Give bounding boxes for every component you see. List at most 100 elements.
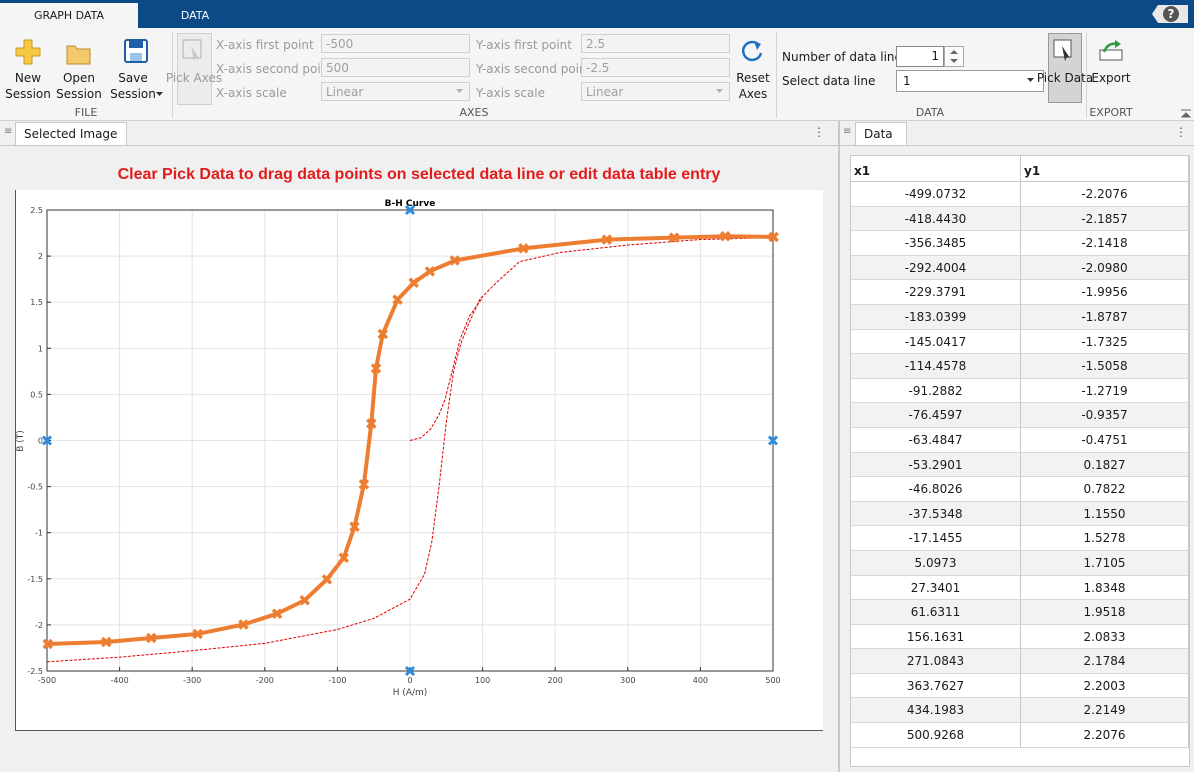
table-cell[interactable]: -0.4751	[1021, 427, 1189, 453]
table-cell[interactable]: 363.7627	[851, 673, 1021, 699]
table-cell[interactable]: 156.1631	[851, 624, 1021, 650]
table-cell[interactable]: -145.0417	[851, 329, 1021, 355]
table-cell[interactable]: -1.5058	[1021, 354, 1189, 379]
table-cell[interactable]: 1.9518	[1021, 600, 1189, 625]
table-cell[interactable]: -17.1455	[851, 526, 1021, 551]
table-cell[interactable]: -63.4847	[851, 427, 1021, 453]
tab-bar	[0, 0, 1194, 28]
data-point	[601, 234, 613, 245]
table-cell[interactable]: 1.1550	[1021, 501, 1189, 527]
table-cell[interactable]: -292.4004	[851, 255, 1021, 281]
x-tick-label: -100	[328, 676, 346, 685]
table-cell[interactable]: 2.2003	[1021, 673, 1189, 699]
table-row: 61.6311 1.9518	[851, 600, 1189, 625]
x-tick-label: 0	[407, 676, 412, 685]
table-cell[interactable]: 0.7822	[1021, 477, 1189, 502]
table-cell[interactable]: -46.8026	[851, 477, 1021, 502]
y-tick-label: -1	[35, 529, 43, 538]
save-session-button[interactable]: Save Session	[110, 71, 156, 101]
x-first-input[interactable]: -500	[321, 34, 470, 53]
field-label: Y-axis scale	[476, 86, 546, 100]
table-cell[interactable]: 271.0843	[851, 649, 1021, 674]
table-cell[interactable]: 2.1784	[1021, 649, 1189, 674]
table-cell[interactable]: 1.7105	[1021, 550, 1189, 576]
panel-menu[interactable]: ⋮	[1175, 125, 1187, 139]
data-point	[768, 231, 779, 243]
tab[interactable]: GRAPH DATA EXTRACTOR	[0, 3, 138, 47]
open-session-button[interactable]: Open Session	[56, 71, 102, 101]
table-cell[interactable]: 27.3401	[851, 575, 1021, 601]
axis-point	[767, 435, 779, 446]
separator	[1086, 32, 1087, 118]
data-lines-spinner[interactable]: 1	[896, 46, 944, 67]
table-row: -53.2901 0.1827	[851, 452, 1189, 478]
table-cell[interactable]: 1.8348	[1021, 575, 1189, 601]
table-cell[interactable]: -183.0399	[851, 304, 1021, 330]
x-second-input[interactable]: 500	[321, 58, 470, 77]
table-cell[interactable]: 61.6311	[851, 600, 1021, 625]
y-tick-label: 1	[38, 344, 43, 353]
x-tick-label: 300	[620, 676, 635, 685]
new-session-button[interactable]: New Session	[5, 71, 51, 101]
x-axis-label: H (A/m)	[393, 688, 428, 698]
table-cell[interactable]: -1.8787	[1021, 304, 1189, 330]
table-cell[interactable]: -356.3485	[851, 231, 1021, 256]
spinner-buttons[interactable]	[944, 46, 964, 67]
data-point	[358, 479, 370, 490]
table-row: 271.0843 2.1784	[851, 649, 1189, 674]
table-cell[interactable]: -114.4578	[851, 354, 1021, 379]
collapse-icon[interactable]	[1180, 108, 1192, 118]
table-cell[interactable]: -499.0732	[851, 182, 1021, 207]
table-cell[interactable]: -418.4430	[851, 206, 1021, 232]
table-cell[interactable]: 5.0973	[851, 550, 1021, 576]
table-cell[interactable]: -2.1857	[1021, 206, 1189, 232]
pick-axes-button[interactable]: Pick Axes	[165, 71, 223, 85]
table-cell[interactable]: 2.0833	[1021, 624, 1189, 650]
panel-menu[interactable]: ⋮	[813, 125, 825, 139]
x-tick-label: -200	[256, 676, 274, 685]
table-row: 500.9268 2.2076	[851, 723, 1189, 748]
panel-tab[interactable]: Data	[855, 122, 907, 145]
y-second-input[interactable]: -2.5	[581, 58, 730, 77]
y-tick-label: 2	[38, 252, 43, 261]
table-cell[interactable]: 0.1827	[1021, 452, 1189, 478]
help-button[interactable]: ?	[1150, 3, 1190, 25]
data-point	[719, 231, 731, 242]
table-cell[interactable]: -1.9956	[1021, 280, 1189, 305]
data-point	[668, 232, 680, 243]
y-tick-label: 0	[38, 437, 43, 446]
table-cell[interactable]: 2.2149	[1021, 698, 1189, 724]
table-cell[interactable]: -0.9357	[1021, 403, 1189, 428]
y-first-input[interactable]: 2.5	[581, 34, 730, 53]
table-cell[interactable]: -1.2719	[1021, 378, 1189, 404]
export-button[interactable]: Export	[1091, 71, 1131, 85]
x-tick-label: 200	[548, 676, 563, 685]
reset-axes-button[interactable]: Reset Axes	[736, 71, 770, 101]
table-cell[interactable]: -2.1418	[1021, 231, 1189, 256]
tab[interactable]: DATA	[180, 9, 210, 22]
table-cell[interactable]: -76.4597	[851, 403, 1021, 428]
table-cell[interactable]: 434.1983	[851, 698, 1021, 724]
table-cell[interactable]: -229.3791	[851, 280, 1021, 305]
table-cell[interactable]: -2.0980	[1021, 255, 1189, 281]
pick-data-button[interactable]: Pick Data	[1036, 71, 1094, 85]
table-row: -499.0732 -2.2076	[851, 182, 1189, 207]
x-scale-dropdown[interactable]: Linear	[321, 82, 470, 101]
y-scale-dropdown[interactable]: Linear	[581, 82, 730, 101]
table-cell[interactable]: -2.2076	[1021, 182, 1189, 207]
data-point	[424, 266, 436, 277]
pick-data-icon	[1053, 39, 1072, 61]
table-cell[interactable]: 2.2076	[1021, 723, 1189, 748]
axis-point	[41, 435, 53, 446]
table-row: 27.3401 1.8348	[851, 575, 1189, 601]
data-point	[518, 243, 529, 254]
panel-tab[interactable]: Selected Image	[15, 122, 127, 145]
data-line-dropdown[interactable]: 1	[896, 70, 1044, 92]
table-cell[interactable]: -91.2882	[851, 378, 1021, 404]
table-cell[interactable]: -1.7325	[1021, 329, 1189, 355]
table-cell[interactable]: -37.5348	[851, 501, 1021, 527]
table-cell[interactable]: 500.9268	[851, 723, 1021, 748]
data-point	[370, 363, 382, 374]
table-cell[interactable]: -53.2901	[851, 452, 1021, 478]
table-cell[interactable]: 1.5278	[1021, 526, 1189, 551]
